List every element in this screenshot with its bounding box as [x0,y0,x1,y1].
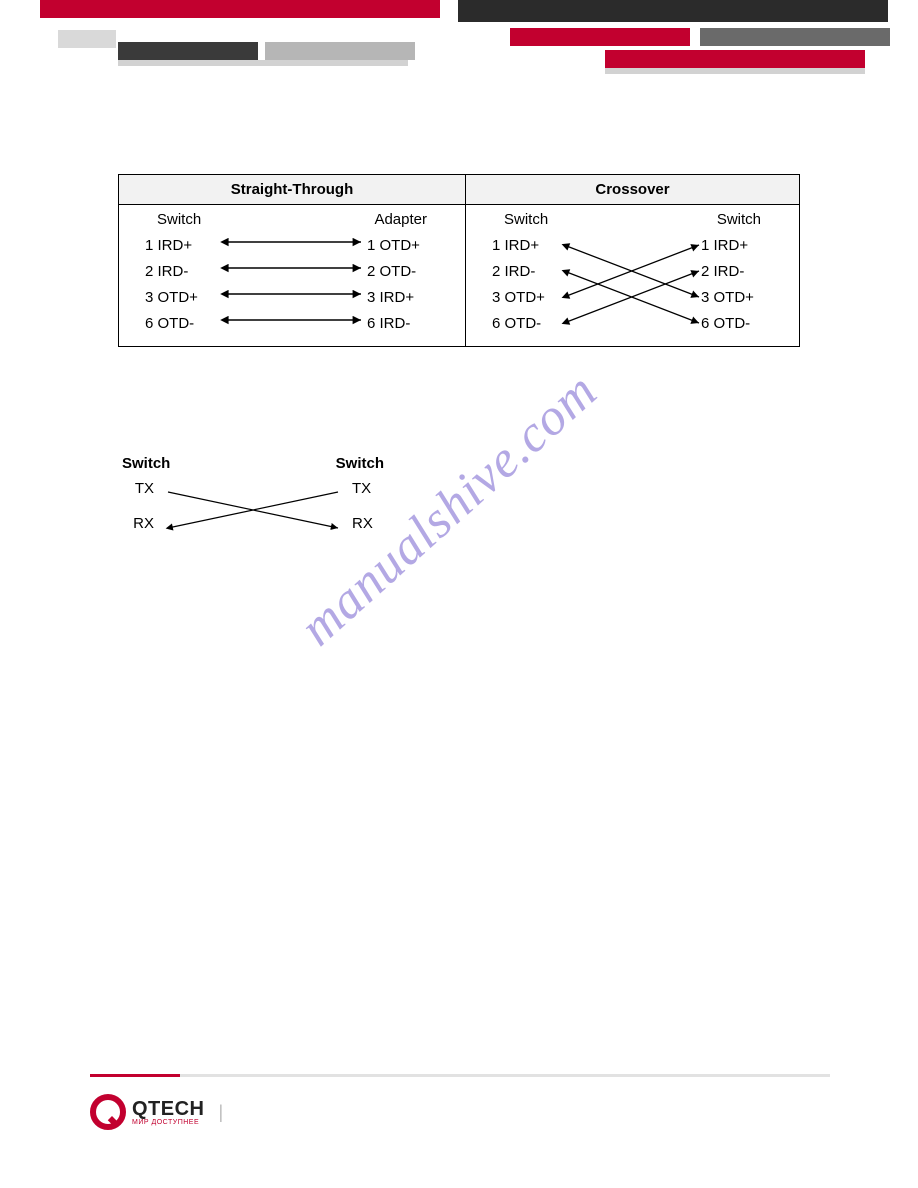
pin-arrow [217,287,367,307]
header-banner [0,0,918,110]
col-label: Adapter [374,211,427,228]
pin-label: 1 IRD+ [701,237,773,254]
qtech-logo-icon [90,1094,126,1130]
pin-label: 6 OTD- [145,315,217,332]
fiber-pin: TX [348,480,388,497]
pin-label: 1 OTD+ [367,237,439,254]
footer-divider [90,1074,830,1077]
pin-label: 3 IRD+ [367,289,439,306]
pin-label: 3 OTD+ [492,289,564,306]
fiber-header: Switch [122,455,170,472]
pin-row: 1 IRD+ 1 OTD+ [127,232,457,258]
pin-row: 6 OTD- 6 OTD- [474,310,791,336]
pin-label: 2 IRD- [492,263,564,280]
pin-label: 3 OTD+ [145,289,217,306]
fiber-pin: RX [118,515,158,532]
pin-label: 2 IRD- [145,263,217,280]
header-crossover: Crossover [466,175,800,205]
pin-label: 1 IRD+ [492,237,564,254]
pin-label: 2 OTD- [367,263,439,280]
brand-name: QTECH [132,1098,205,1120]
pin-arrow [217,261,367,281]
pin-row: 1 IRD+ 1 IRD+ [474,232,791,258]
pin-row: 3 OTD+ 3 OTD+ [474,284,791,310]
fiber-header: Switch [336,455,384,472]
brand-tagline: МИР ДОСТУПНЕЕ [132,1119,205,1126]
pin-label: 2 IRD- [701,263,773,280]
footer-pipe: | [219,1102,224,1123]
pin-row: 3 OTD+ 3 IRD+ [127,284,457,310]
banner-svg [0,0,918,110]
fiber-pin: RX [348,515,388,532]
cable-pinout-table: Straight-Through Crossover Switch Adapte… [118,174,800,347]
brand-logo: QTECH МИР ДОСТУПНЕЕ | [90,1094,223,1130]
fiber-diagram: Switch Switch TX RX TX RX [118,455,388,540]
cell-straight: Switch Adapter 1 IRD+ 1 OTD+2 IRD- 2 OTD… [119,205,466,347]
pin-arrow [217,235,367,255]
pin-arrow [217,313,367,333]
fiber-pin: TX [118,480,158,497]
pin-row: 6 OTD- 6 IRD- [127,310,457,336]
pin-row: 2 IRD- 2 OTD- [127,258,457,284]
pin-label: 3 OTD+ [701,289,773,306]
fiber-lines [158,480,348,540]
col-label: Switch [717,211,761,228]
col-label: Switch [157,211,201,228]
pin-label: 6 IRD- [367,315,439,332]
pin-label: 6 OTD- [701,315,773,332]
pin-label: 6 OTD- [492,315,564,332]
pin-row: 2 IRD- 2 IRD- [474,258,791,284]
header-straight: Straight-Through [119,175,466,205]
pin-label: 1 IRD+ [145,237,217,254]
cell-crossover: Switch Switch 1 IRD+ 1 IRD+ 2 IRD- 2 IRD- 3 … [466,205,800,347]
col-label: Switch [504,211,548,228]
